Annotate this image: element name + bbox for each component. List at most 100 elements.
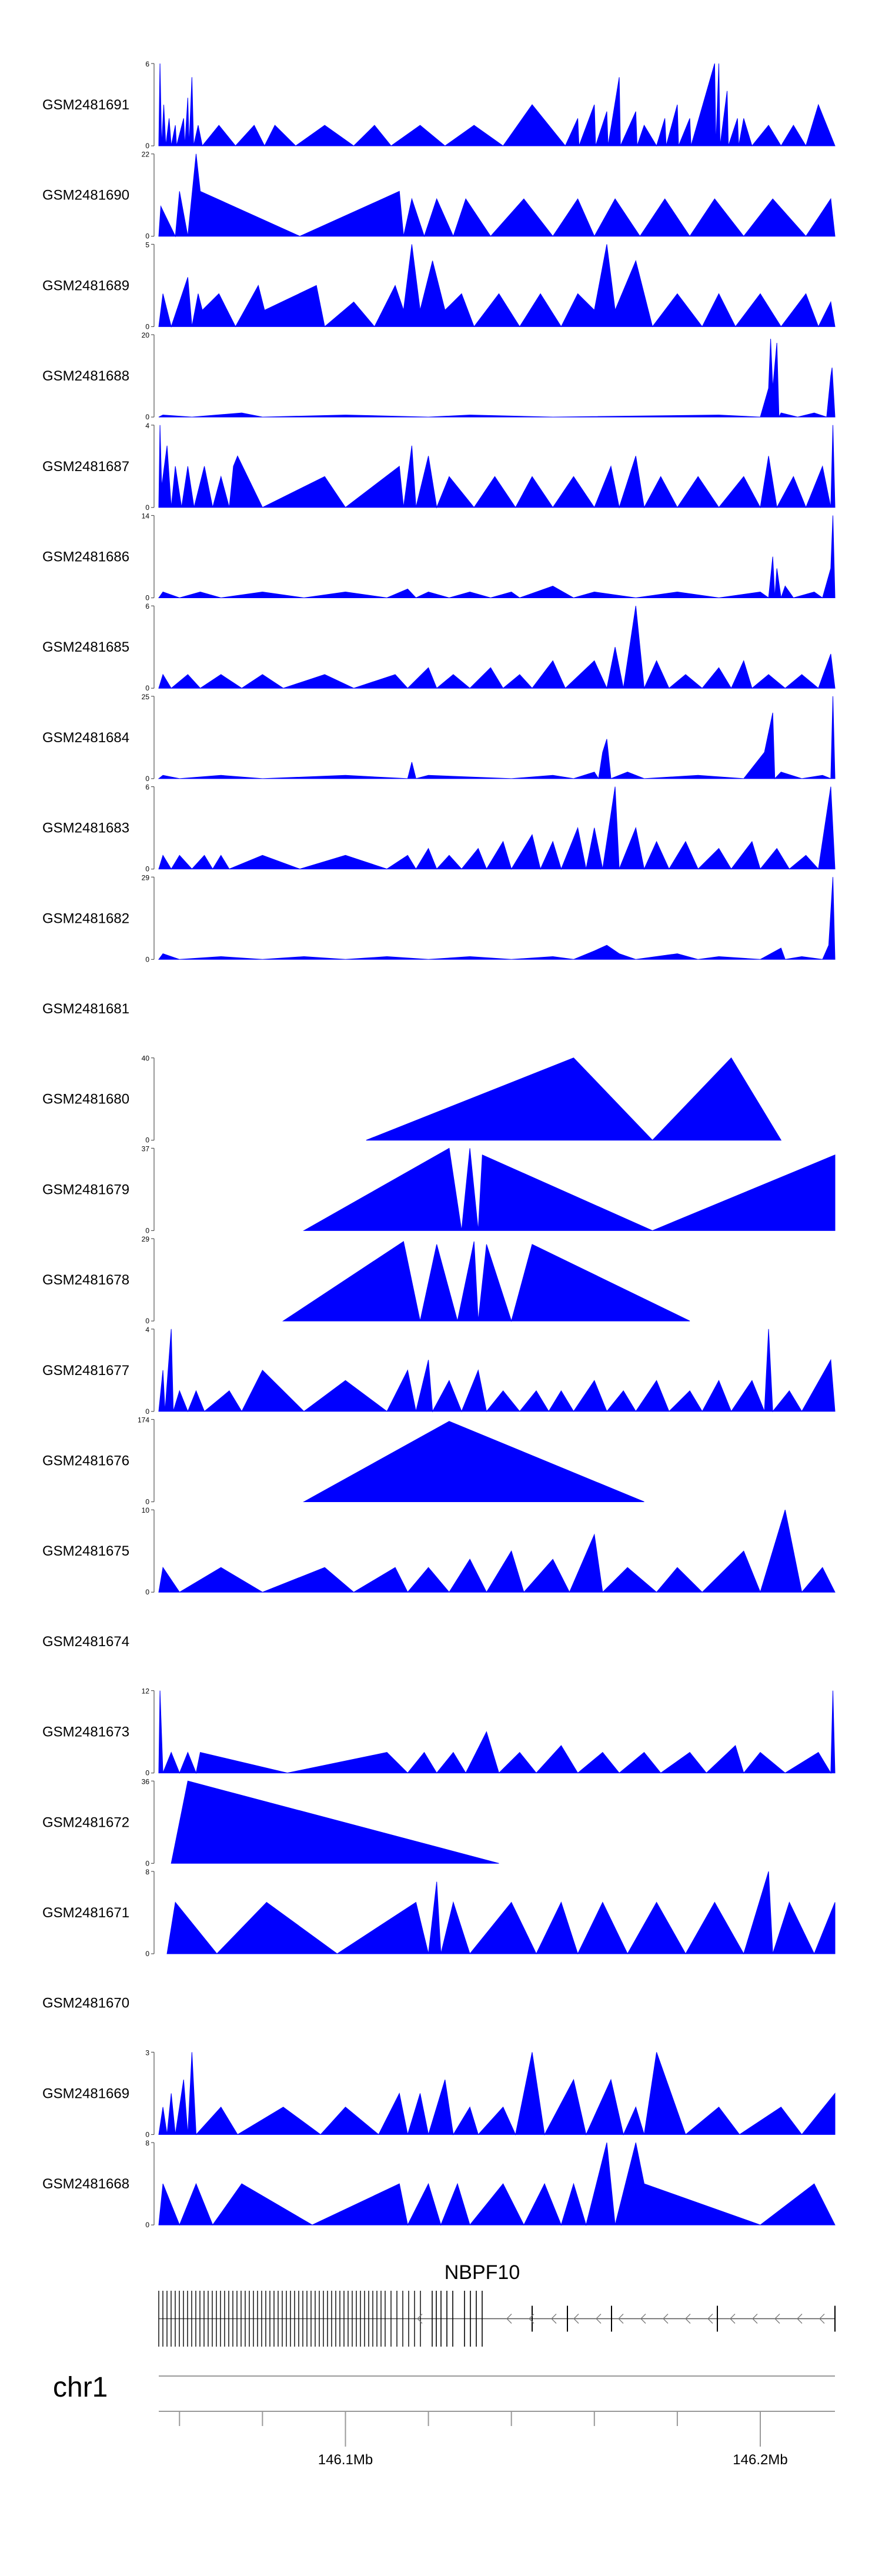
track-GSM2481678: GSM2481678 29 0 <box>42 1235 690 1325</box>
gene-strand-arrow <box>551 2314 557 2324</box>
y-tick-label-min: 0 <box>145 1317 149 1325</box>
coverage-area <box>158 2052 836 2136</box>
y-tick-label-min: 0 <box>145 2130 149 2138</box>
track-sample-label: GSM2481689 <box>42 278 129 293</box>
coverage-area <box>158 63 836 147</box>
track-GSM2481674: GSM2481674 <box>42 1634 129 1650</box>
track-sample-label: GSM2481677 <box>42 1363 129 1379</box>
gene-strand-arrow <box>685 2314 691 2324</box>
track-GSM2481681: GSM2481681 <box>42 1001 129 1017</box>
gene-strand-arrow <box>774 2314 780 2324</box>
track-GSM2481680: GSM2481680 40 0 <box>42 1055 782 1144</box>
coverage-area <box>158 244 836 328</box>
y-tick-label-max: 20 <box>142 331 150 339</box>
gene-strand-arrow <box>506 2314 512 2324</box>
track-GSM2481690: GSM2481690 22 0 <box>42 151 836 241</box>
y-tick-label-max: 6 <box>145 602 149 610</box>
gene-strand-arrow <box>752 2314 758 2324</box>
track-GSM2481676: GSM2481676 174 0 <box>42 1416 644 1506</box>
track-sample-label: GSM2481691 <box>42 97 129 113</box>
track-sample-label: GSM2481684 <box>42 730 129 746</box>
track-GSM2481675: GSM2481675 10 0 <box>42 1506 836 1596</box>
track-GSM2481689: GSM2481689 5 0 <box>42 241 836 331</box>
y-tick-label-max: 4 <box>145 1326 149 1334</box>
coverage-area <box>158 877 836 960</box>
track-GSM2481679: GSM2481679 37 0 <box>42 1144 836 1234</box>
track-sample-label: GSM2481688 <box>42 368 129 384</box>
track-GSM2481673: GSM2481673 12 0 <box>42 1687 836 1777</box>
y-tick-label-min: 0 <box>145 955 149 963</box>
track-sample-label: GSM2481672 <box>42 1814 129 1830</box>
track-sample-label: GSM2481673 <box>42 1724 129 1740</box>
y-tick-label-max: 8 <box>145 1868 149 1876</box>
axis-tick-label: 146.2Mb <box>733 2452 787 2468</box>
chromosome-label: chr1 <box>53 2372 108 2403</box>
y-tick-label-min: 0 <box>145 142 149 150</box>
gene-strand-arrow <box>573 2314 579 2324</box>
track-sample-label: GSM2481686 <box>42 549 129 565</box>
track-GSM2481669: GSM2481669 3 0 <box>42 2048 836 2138</box>
track-GSM2481686: GSM2481686 14 0 <box>42 512 836 602</box>
coverage-area <box>158 339 836 418</box>
coverage-area <box>366 1057 782 1141</box>
track-sample-label: GSM2481685 <box>42 639 129 655</box>
y-tick-label-min: 0 <box>145 322 149 331</box>
y-tick-label-min: 0 <box>145 1588 149 1596</box>
axis-tick-label: 146.1Mb <box>318 2452 373 2468</box>
coverage-area <box>302 1421 644 1502</box>
coverage-area <box>158 1329 836 1413</box>
chromosome-track: chr1 <box>53 2372 835 2403</box>
track-GSM2481682: GSM2481682 29 0 <box>42 873 836 963</box>
y-tick-label-max: 3 <box>145 2048 149 2057</box>
gene-label: NBPF10 <box>445 2261 520 2284</box>
axis-ticks: 146.1Mb 146.2Mb <box>179 2411 788 2468</box>
y-tick-label-max: 25 <box>142 693 150 701</box>
gene-strand-arrow <box>529 2314 534 2324</box>
y-tick-label-min: 0 <box>145 413 149 421</box>
y-tick-label-min: 0 <box>145 1136 149 1144</box>
track-GSM2481668: GSM2481668 8 0 <box>42 2139 836 2229</box>
y-tick-label-max: 29 <box>142 1235 150 1243</box>
track-GSM2481691: GSM2481691 6 0 <box>42 60 836 150</box>
track-sample-label: GSM2481682 <box>42 910 129 926</box>
coverage-tracks: GSM248169160GSM2481690220GSM248168950GSM… <box>42 60 836 2229</box>
y-tick-label-min: 0 <box>145 1859 149 1867</box>
track-sample-label: GSM2481680 <box>42 1092 129 1107</box>
track-GSM2481677: GSM2481677 4 0 <box>42 1326 836 1416</box>
y-tick-label-min: 0 <box>145 865 149 873</box>
gene-strand-arrow <box>618 2314 624 2324</box>
y-tick-label-max: 8 <box>145 2139 149 2147</box>
track-sample-label: GSM2481678 <box>42 1272 129 1288</box>
gene-strand-arrow <box>596 2314 602 2324</box>
coverage-area <box>158 786 836 870</box>
y-tick-label-max: 4 <box>145 422 149 430</box>
gene-strand-arrow <box>663 2314 669 2324</box>
y-tick-label-max: 22 <box>142 151 150 159</box>
y-tick-label-min: 0 <box>145 1407 149 1416</box>
track-sample-label: GSM2481690 <box>42 188 129 203</box>
gene-track: NBPF10 <box>158 2261 836 2347</box>
coverage-area <box>158 2142 836 2226</box>
y-tick-label-min: 0 <box>145 684 149 692</box>
y-tick-label-max: 29 <box>142 873 150 882</box>
track-sample-label: GSM2481679 <box>42 1182 129 1197</box>
y-tick-label-max: 6 <box>145 783 149 792</box>
y-tick-label-min: 0 <box>145 1226 149 1234</box>
gene-strand-arrow <box>797 2314 803 2324</box>
y-tick-label-max: 14 <box>142 512 150 520</box>
y-tick-label-max: 6 <box>145 60 149 68</box>
gene-strand-arrow <box>417 2314 423 2324</box>
y-tick-label-min: 0 <box>145 232 149 241</box>
coverage-area <box>158 606 836 690</box>
y-tick-label-min: 0 <box>145 1498 149 1506</box>
y-tick-label-min: 0 <box>145 775 149 783</box>
track-GSM2481672: GSM2481672 36 0 <box>42 1777 499 1867</box>
track-sample-label: GSM2481676 <box>42 1453 129 1469</box>
track-sample-label: GSM2481681 <box>42 1001 129 1017</box>
coverage-area <box>158 425 836 509</box>
track-GSM2481670: GSM2481670 <box>42 1996 129 2011</box>
track-GSM2481687: GSM2481687 4 0 <box>42 422 836 512</box>
coverage-area <box>158 696 836 780</box>
gene-structure <box>158 2291 836 2347</box>
y-tick-label-max: 40 <box>142 1055 150 1063</box>
